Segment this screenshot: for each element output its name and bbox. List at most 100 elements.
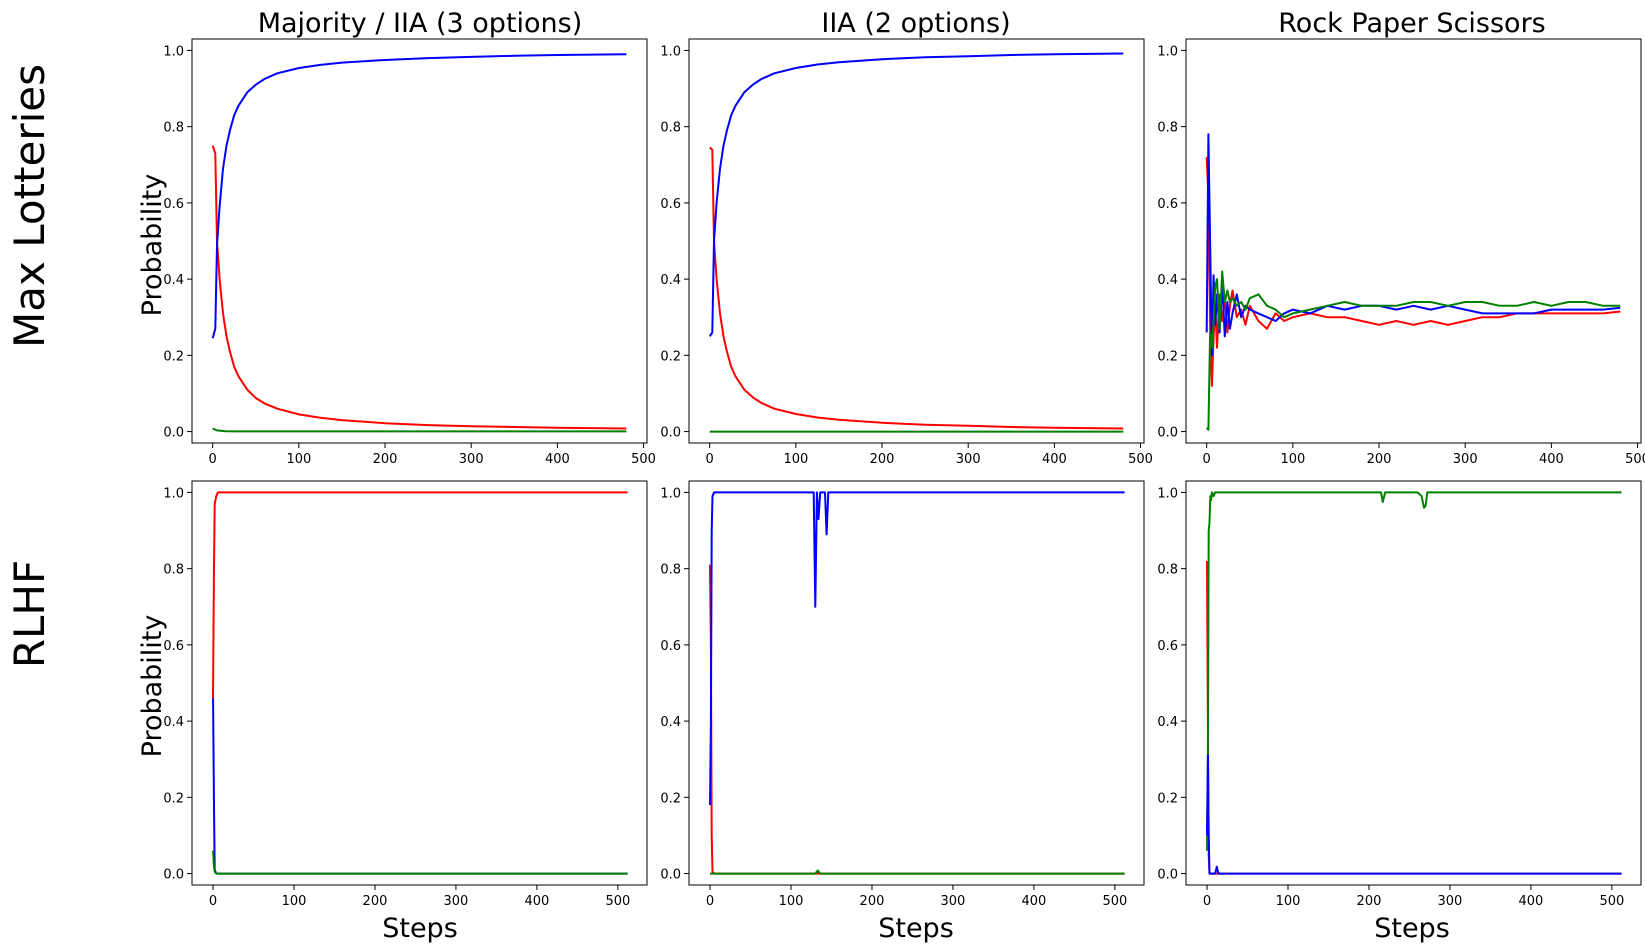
x-tick-label: 500 (1599, 894, 1624, 909)
series-line-green (212, 850, 628, 875)
series-line-green (1206, 491, 1622, 851)
y-tick-label: 0.4 (163, 273, 184, 288)
panel-rlhf-rps: 0.0 0.2 0.4 0.6 0.8 1.0 0 100 200 300 400 500 (1157, 480, 1642, 909)
plot-frame (1185, 38, 1642, 444)
series-line-red (1205, 157, 1621, 387)
y-tick-label: 0.2 (660, 791, 681, 806)
y-tick-label: 0.8 (163, 563, 184, 578)
series-line-blue (212, 690, 628, 875)
panel-rlhf-majority: 0.0 0.2 0.4 0.6 0.8 1.0 0 100 200 300 400 500 (163, 480, 648, 909)
series-line-blue (708, 52, 1124, 337)
x-tick-label: 100 (783, 452, 808, 467)
column-title-rps: Rock Paper Scissors (1278, 8, 1545, 39)
y-tick-label: 0.6 (1157, 197, 1178, 212)
x-tick-label: 100 (282, 894, 307, 909)
y-tick-label: 0.4 (660, 273, 681, 288)
series-line-red (211, 145, 627, 430)
series-line-red (709, 564, 1125, 875)
x-tick-label: 300 (444, 894, 469, 909)
y-axis-label-bottom: Probability (137, 615, 168, 758)
y-tick-label: 0.0 (1157, 426, 1178, 441)
y-tick-label: 1.0 (660, 44, 681, 59)
x-axis-label-col3: Steps (1374, 913, 1450, 944)
x-tick-label: 0 (209, 894, 217, 909)
y-tick-label: 0.8 (163, 121, 184, 136)
row-title-rlhf: RLHF (5, 560, 54, 668)
series-line-red (709, 146, 1124, 430)
y-axis-label-top: Probability (137, 174, 168, 317)
plot-frame (191, 480, 648, 886)
x-tick-label: 400 (545, 452, 570, 467)
y-tick-label: 0.4 (660, 715, 681, 730)
series-line-blue (1205, 133, 1621, 357)
series-group (211, 53, 627, 433)
y-tick-label: 0.6 (660, 639, 681, 654)
x-tick-label: 0 (706, 894, 714, 909)
series-line-green (1205, 270, 1621, 431)
x-tick-label: 300 (459, 452, 484, 467)
y-tick-label: 0.2 (1157, 791, 1178, 806)
y-tick-label: 0.4 (1157, 273, 1178, 288)
x-tick-label: 400 (1042, 452, 1067, 467)
column-title-majority: Majority / IIA (3 options) (258, 8, 583, 39)
y-tick-label: 0.0 (163, 868, 184, 883)
plot-frame (191, 38, 648, 444)
x-tick-label: 0 (1203, 452, 1211, 467)
y-tick-label: 0.2 (163, 349, 184, 364)
series-line-blue (1206, 754, 1622, 875)
x-tick-label: 400 (524, 894, 549, 909)
y-tick-label: 0.0 (660, 868, 681, 883)
x-tick-label: 300 (956, 452, 981, 467)
x-tick-label: 100 (286, 452, 311, 467)
x-tick-label: 200 (870, 452, 895, 467)
x-axis-label-col1: Steps (382, 913, 458, 944)
y-tick-label: 0.8 (1157, 121, 1178, 136)
y-tick-label: 0.6 (660, 197, 681, 212)
series-line-blue (211, 53, 627, 339)
panel-max-lotteries-rps: 0.0 0.2 0.4 0.6 0.8 1.0 0 100 200 300 400 500 (1157, 38, 1645, 467)
y-tick-label: 0.2 (163, 791, 184, 806)
series-group (212, 491, 628, 875)
x-tick-label: 200 (1367, 452, 1392, 467)
x-tick-label: 500 (631, 452, 656, 467)
x-tick-label: 200 (860, 894, 885, 909)
y-tick-label: 0.0 (1157, 868, 1178, 883)
y-tick-label: 0.8 (660, 563, 681, 578)
column-title-iia2: IIA (2 options) (821, 8, 1010, 39)
y-tick-label: 0.4 (163, 715, 184, 730)
x-axis-label-col2: Steps (878, 913, 954, 944)
panel-max-lotteries-iia2: 0.0 0.2 0.4 0.6 0.8 1.0 0 100 200 300 400 500 (660, 38, 1153, 467)
y-tick-label: 0.0 (660, 426, 681, 441)
x-tick-label: 100 (1280, 452, 1305, 467)
x-tick-label: 500 (1102, 894, 1127, 909)
y-tick-label: 1.0 (1157, 486, 1178, 501)
series-line-green (710, 869, 1125, 875)
series-line-red (212, 491, 628, 699)
x-tick-label: 400 (1518, 894, 1543, 909)
y-tick-label: 0.8 (1157, 563, 1178, 578)
y-tick-label: 0.2 (1157, 349, 1178, 364)
x-tick-label: 400 (1539, 452, 1564, 467)
x-tick-label: 300 (1453, 452, 1478, 467)
y-tick-label: 0.2 (660, 349, 681, 364)
x-tick-label: 300 (1438, 894, 1463, 909)
x-tick-label: 0 (1203, 894, 1211, 909)
x-tick-label: 300 (941, 894, 966, 909)
x-tick-label: 100 (1276, 894, 1301, 909)
x-tick-label: 100 (779, 894, 804, 909)
y-tick-label: 0.6 (1157, 639, 1178, 654)
y-tick-label: 1.0 (163, 44, 184, 59)
y-tick-label: 0.8 (660, 121, 681, 136)
row-title-max-lotteries: Max Lotteries (5, 64, 54, 348)
x-tick-label: 200 (363, 894, 388, 909)
y-tick-label: 1.0 (1157, 44, 1178, 59)
y-tick-label: 0.4 (1157, 715, 1178, 730)
panels: 0.0 0.2 0.4 0.6 0.8 1.0 0 100 200 300 400 500 0.0 0.2… (163, 38, 1645, 909)
plot-frame (688, 38, 1145, 444)
x-tick-label: 0 (706, 452, 714, 467)
y-tick-label: 1.0 (163, 486, 184, 501)
series-group (709, 491, 1125, 875)
plot-frame (688, 480, 1145, 886)
y-tick-label: 0.0 (163, 426, 184, 441)
